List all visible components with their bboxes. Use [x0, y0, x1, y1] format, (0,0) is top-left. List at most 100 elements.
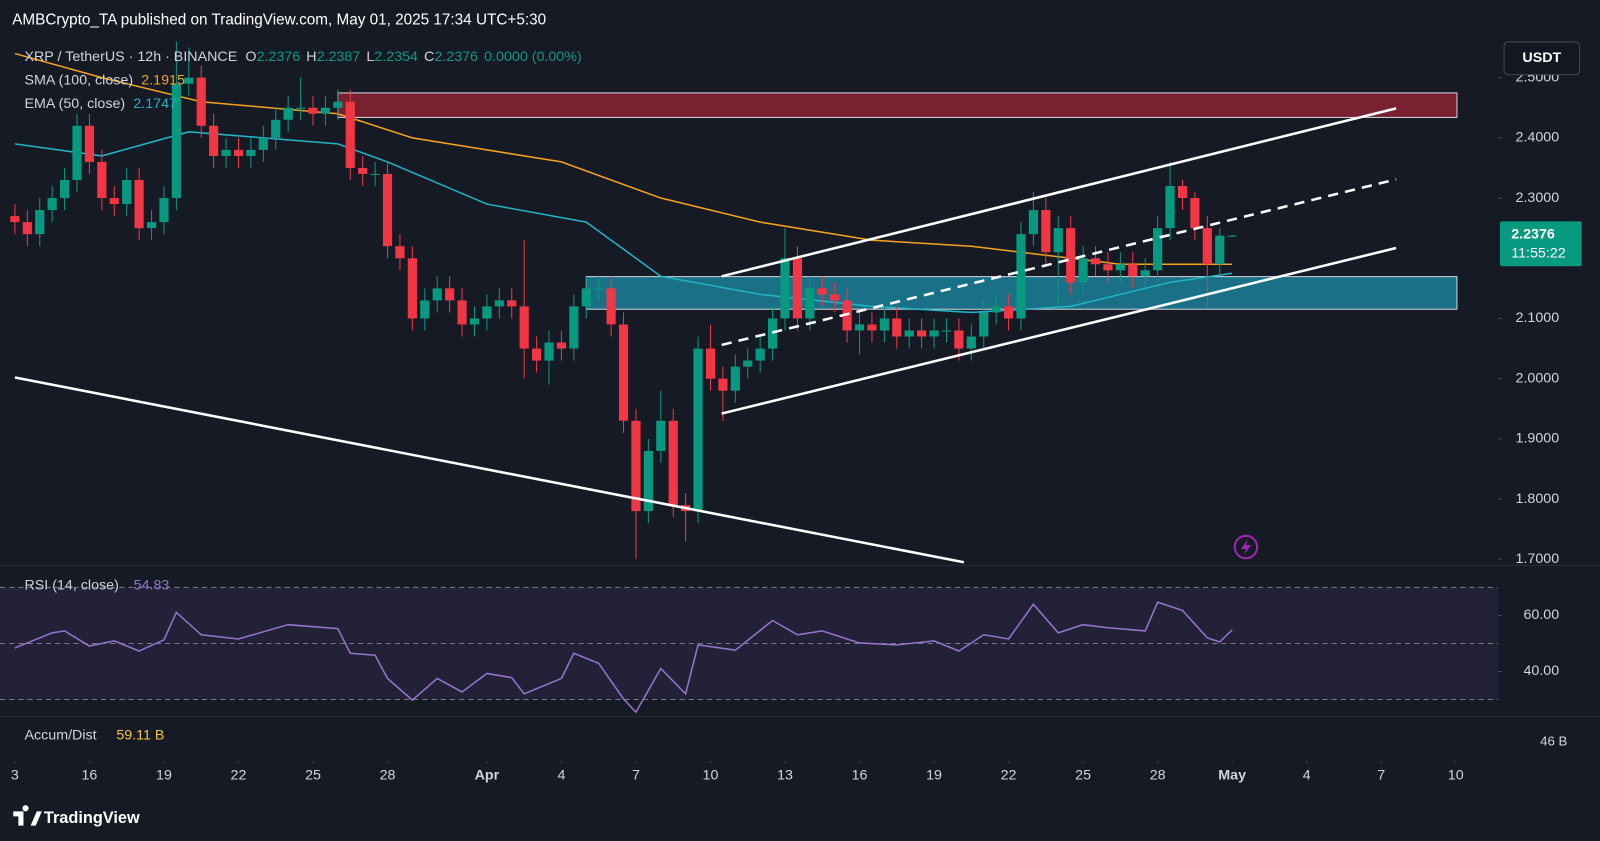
candle-body — [718, 378, 728, 391]
candle-body — [1227, 235, 1237, 237]
x-tick-label: 19 — [156, 767, 172, 783]
alert-circle[interactable] — [1233, 534, 1259, 560]
candle-body — [1016, 234, 1026, 319]
candle-body — [1003, 306, 1014, 319]
indicator-value: 2.1915 — [141, 72, 185, 88]
ohlc-value: 2.2387 — [317, 49, 361, 65]
trendline — [721, 246, 1397, 415]
candle-body — [469, 318, 480, 325]
candle-body — [407, 258, 417, 319]
x-tick-label: 4 — [557, 767, 565, 783]
ohlc-label: C — [424, 49, 434, 65]
x-tick-label: 10 — [703, 767, 719, 783]
rsi-line — [14, 601, 1233, 714]
candle-body — [929, 330, 939, 337]
candle-body — [817, 288, 827, 295]
change: 0.0000 (0.00%) — [484, 49, 582, 65]
rsi-tick-label: 60.00 — [1523, 607, 1559, 623]
y-tick-label: 1.7000 — [1516, 551, 1560, 567]
candle-body — [941, 330, 952, 332]
ohlc-label: O — [245, 49, 256, 65]
candle-body — [531, 348, 542, 361]
currency-button[interactable] — [1503, 41, 1581, 76]
candle-body — [1128, 264, 1138, 277]
candle-body — [258, 137, 268, 150]
symbol: XRP / TetherUS · 12h · BINANCE — [24, 49, 237, 65]
x-tick-label: 22 — [1001, 767, 1017, 783]
x-tick-label: May — [1218, 767, 1246, 783]
ohlc-value: 2.2376 — [434, 49, 478, 65]
candle-body — [233, 149, 244, 156]
indicator-name: SMA (100, close) — [24, 72, 133, 88]
candle-body — [1115, 264, 1125, 271]
y-tick-label: 1.8000 — [1516, 491, 1560, 507]
candle-body — [556, 342, 567, 349]
candle-body — [792, 258, 803, 319]
candle-body — [1053, 228, 1063, 253]
y-tick-label: 1.9000 — [1516, 431, 1560, 447]
symbol-legend: XRP / TetherUS · 12h · BINANCE O2.2376 H2.… — [24, 49, 581, 65]
x-tick-label: Apr — [475, 767, 500, 783]
rsi-value: 54.83 — [134, 578, 170, 594]
candle-body — [519, 306, 529, 349]
candle-body — [507, 300, 517, 307]
trendline — [721, 107, 1397, 278]
candle-body — [295, 107, 306, 109]
brand-logo — [13, 805, 42, 826]
candle-body — [283, 107, 293, 120]
y-tick-label: 2.1000 — [1516, 310, 1560, 326]
candle-body — [631, 420, 641, 512]
candle-body — [1177, 185, 1188, 199]
candle-body — [904, 330, 914, 337]
trendline — [14, 376, 965, 564]
y-tick-label: 2.4000 — [1516, 130, 1560, 146]
alert-icon[interactable] — [1233, 534, 1259, 560]
candle-body — [544, 342, 554, 361]
candle-body — [854, 324, 865, 331]
candle-body — [482, 306, 492, 319]
candle-body — [979, 312, 989, 337]
x-tick-label: 13 — [777, 767, 793, 783]
candle-body — [656, 420, 666, 451]
candle-body — [743, 360, 753, 367]
candle-body — [196, 77, 206, 126]
candle-body — [246, 149, 256, 156]
y-tick-label: 2.0000 — [1516, 370, 1560, 386]
candle-body — [271, 119, 281, 138]
candle-body — [1078, 258, 1088, 283]
candle-body — [333, 101, 343, 108]
candle-body — [1153, 228, 1163, 271]
x-tick-label: 22 — [231, 767, 247, 783]
candle-body — [917, 330, 927, 337]
last-price-label: 2.2376 — [1511, 226, 1555, 242]
candle-body — [1028, 210, 1039, 235]
candle-body — [1103, 264, 1113, 271]
candle-body — [59, 179, 70, 199]
x-tick-label: 19 — [926, 767, 942, 783]
candle-body — [1190, 198, 1200, 229]
x-tick-label: 7 — [632, 767, 640, 783]
x-tick-label: 10 — [1448, 767, 1464, 783]
candle-body — [84, 125, 95, 162]
candle-body — [966, 336, 976, 349]
candle-body — [1165, 185, 1175, 229]
candle-body — [382, 173, 393, 247]
brand-name: TradingView — [44, 809, 140, 827]
last-price-tag — [1500, 221, 1582, 267]
x-tick-label: 3 — [11, 767, 19, 783]
candle-body — [569, 306, 579, 349]
alert-bolt[interactable] — [1240, 538, 1252, 556]
candle-body — [184, 77, 194, 84]
candle-body — [146, 222, 157, 229]
indicator-legend: SMA (100, close) 2.1915 — [24, 72, 184, 88]
candle-body — [755, 348, 765, 361]
candle-body — [606, 288, 616, 325]
candle-body — [730, 366, 740, 391]
price-zone — [337, 92, 1458, 118]
candle-body — [320, 107, 331, 114]
currency-label[interactable]: USDT — [1522, 50, 1561, 66]
candle-body — [221, 149, 231, 156]
rsi-name: RSI (14, close) — [24, 578, 118, 594]
x-tick-label: 16 — [81, 767, 97, 783]
logo-glyph — [13, 805, 42, 826]
